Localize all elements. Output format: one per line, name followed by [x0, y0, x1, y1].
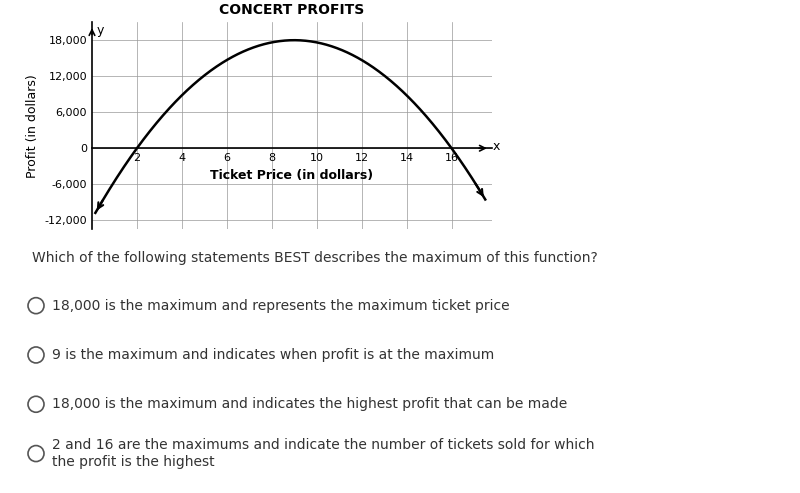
Text: 18,000 is the maximum and represents the maximum ticket price: 18,000 is the maximum and represents the…	[52, 299, 510, 313]
Text: y: y	[97, 24, 104, 37]
Text: Which of the following statements BEST describes the maximum of this function?: Which of the following statements BEST d…	[32, 251, 598, 265]
Text: 18,000 is the maximum and indicates the highest profit that can be made: 18,000 is the maximum and indicates the …	[52, 397, 567, 411]
X-axis label: Ticket Price (in dollars): Ticket Price (in dollars)	[210, 169, 374, 181]
Text: 9 is the maximum and indicates when profit is at the maximum: 9 is the maximum and indicates when prof…	[52, 348, 494, 362]
Y-axis label: Profit (in dollars): Profit (in dollars)	[26, 74, 39, 177]
Text: x: x	[493, 140, 501, 153]
Text: 2 and 16 are the maximums and indicate the number of tickets sold for which
the : 2 and 16 are the maximums and indicate t…	[52, 438, 594, 469]
Title: EXPECTED
CONCERT PROFITS: EXPECTED CONCERT PROFITS	[219, 0, 365, 17]
